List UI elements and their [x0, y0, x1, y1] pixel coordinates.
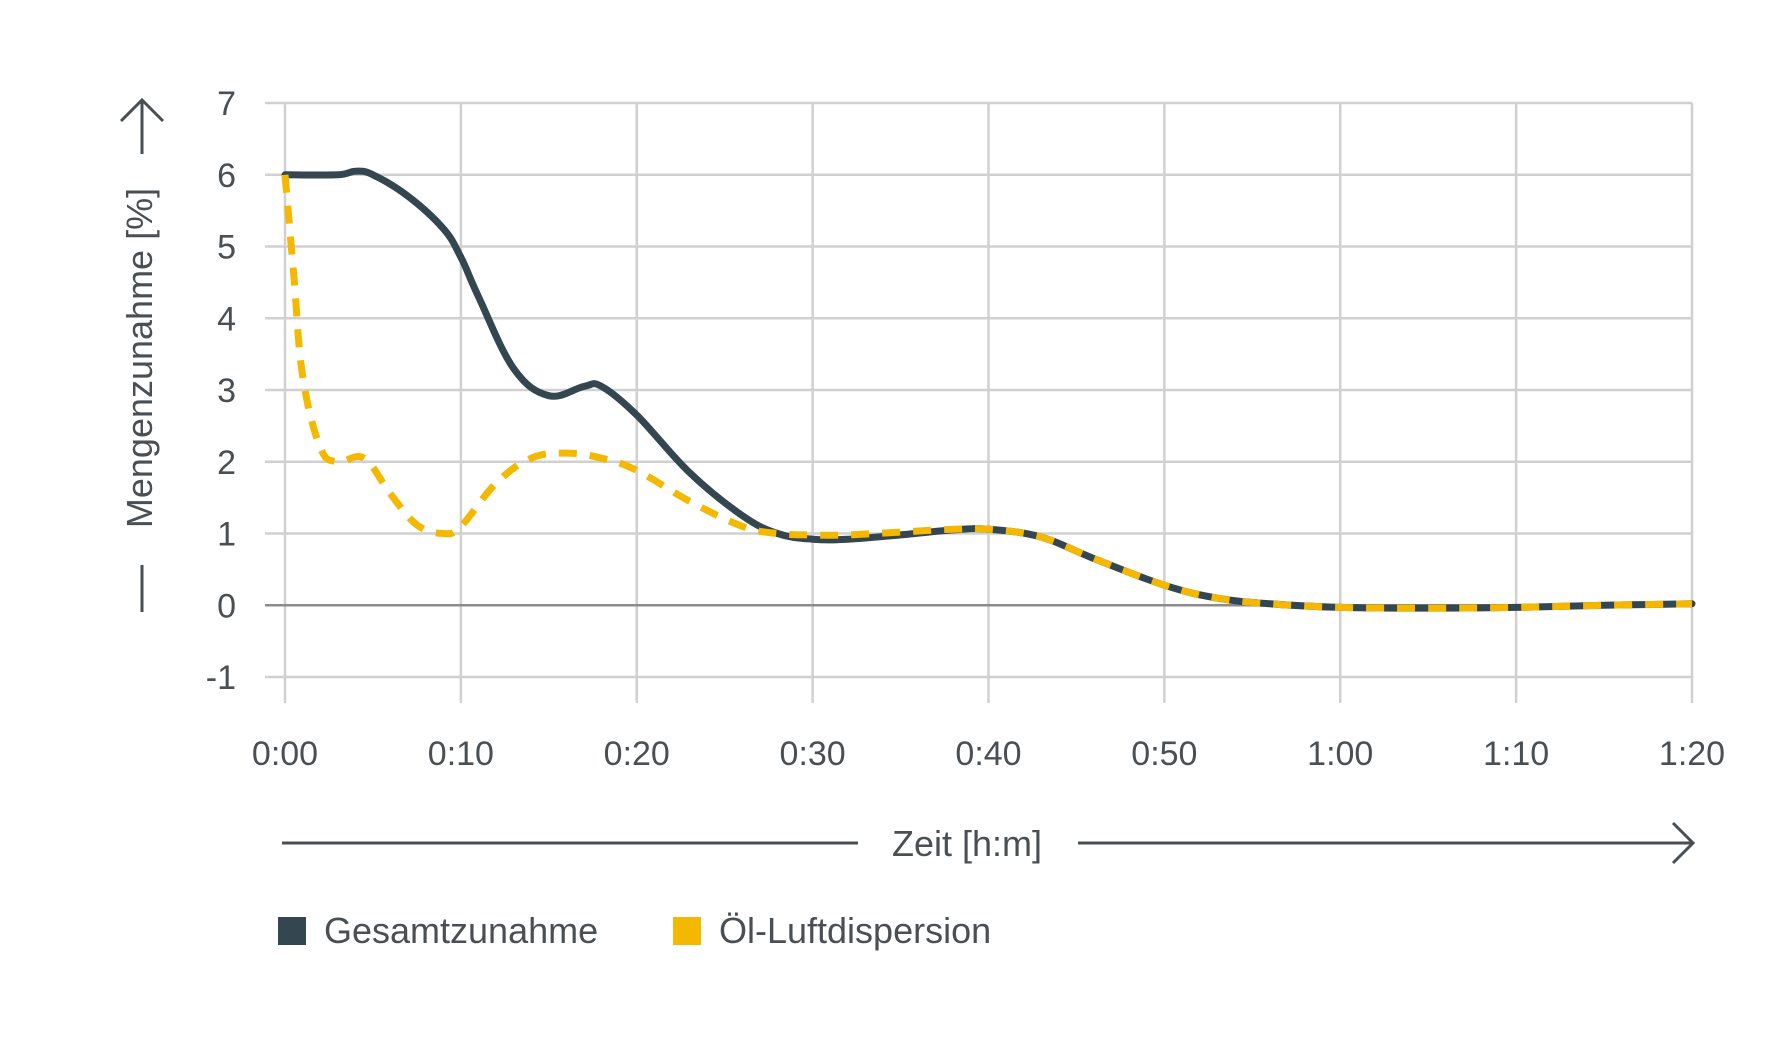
legend-label-oel-luftdispersion: Öl-Luftdispersion — [719, 910, 991, 951]
x-axis-title: Zeit [h:m] — [892, 823, 1042, 864]
y-tick-label: 1 — [217, 516, 236, 554]
x-axis-arrow-head-icon — [1671, 821, 1696, 865]
x-tick-label: 0:40 — [955, 735, 1021, 773]
y-axis-title-group: Mengenzunahme [%] — [119, 97, 165, 612]
legend-swatch-oel-luftdispersion — [673, 917, 701, 945]
x-tick-label: 1:20 — [1659, 735, 1725, 773]
x-tick-label: 1:00 — [1307, 735, 1373, 773]
y-tick-label: 0 — [217, 587, 236, 625]
legend-swatch-gesamtzunahme — [278, 917, 306, 945]
x-axis-ticks: 0:00 0:10 0:20 0:30 0:40 0:50 1:00 1:10 1:20 — [252, 735, 1725, 773]
y-axis-arrow-head-icon — [119, 97, 165, 123]
plot-area — [281, 167, 1696, 612]
y-tick-label: 4 — [217, 300, 236, 338]
x-tick-label: 0:30 — [780, 735, 846, 773]
y-axis-ticks: -1 0 1 2 3 4 5 6 7 — [206, 85, 236, 697]
series-line-oel-luftdispersion — [281, 174, 1693, 612]
y-axis-title: Mengenzunahme [%] — [119, 188, 160, 528]
legend: Gesamtzunahme Öl-Luftdispersion — [278, 910, 991, 951]
x-tick-label: 0:20 — [604, 735, 670, 773]
grid — [265, 101, 1694, 703]
x-axis-title-group: Zeit [h:m] — [282, 821, 1696, 865]
y-tick-label: 7 — [217, 85, 236, 123]
x-tick-label: 0:50 — [1131, 735, 1197, 773]
y-tick-label: 6 — [217, 157, 236, 195]
x-tick-label: 0:00 — [252, 735, 318, 773]
y-tick-label: -1 — [206, 659, 236, 697]
y-tick-label: 3 — [217, 372, 236, 410]
x-tick-label: 1:10 — [1483, 735, 1549, 773]
y-tick-label: 5 — [217, 229, 236, 267]
x-tick-label: 0:10 — [428, 735, 494, 773]
legend-label-gesamtzunahme: Gesamtzunahme — [324, 910, 598, 951]
y-tick-label: 2 — [217, 444, 236, 482]
